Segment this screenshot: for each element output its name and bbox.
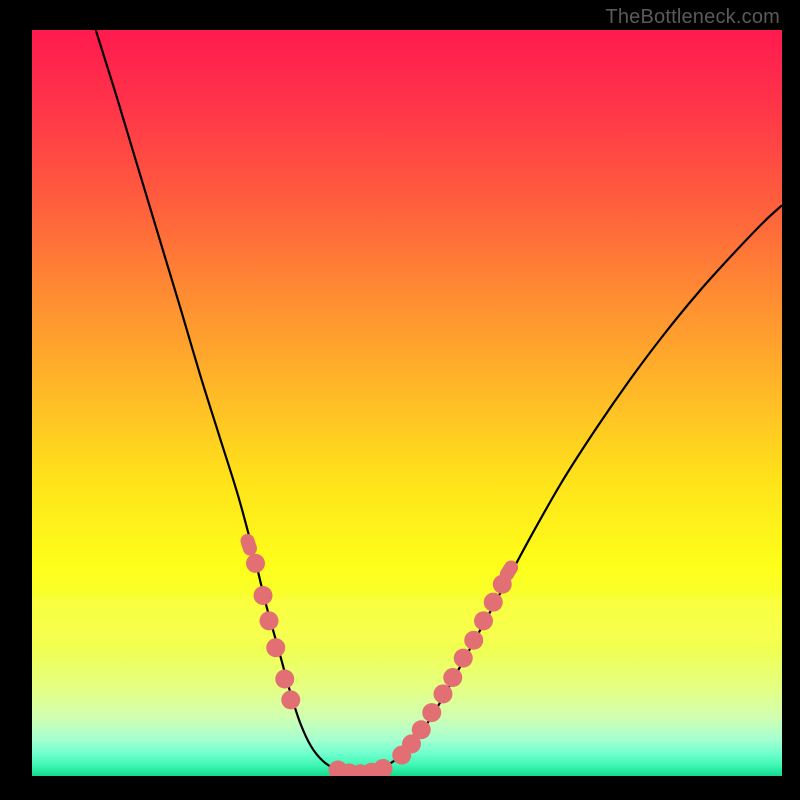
data-bead — [412, 720, 431, 739]
chart-svg-layer — [32, 30, 782, 776]
data-bead — [454, 649, 473, 668]
data-bead — [443, 668, 462, 687]
watermark-text: TheBottleneck.com — [605, 6, 780, 29]
data-bead — [464, 631, 483, 650]
gradient-background — [32, 30, 782, 776]
data-bead — [484, 593, 503, 612]
chart-outer-frame: TheBottleneck.com — [0, 0, 800, 800]
data-bead — [260, 611, 279, 630]
data-bead — [434, 684, 453, 703]
data-bead — [281, 690, 300, 709]
highlight-band — [32, 597, 782, 642]
data-bead — [275, 670, 294, 689]
data-bead — [246, 554, 265, 573]
data-bead — [254, 586, 273, 605]
data-bead — [474, 611, 493, 630]
data-bead — [422, 703, 441, 722]
data-bead — [266, 638, 285, 657]
chart-plot-area — [32, 30, 782, 776]
